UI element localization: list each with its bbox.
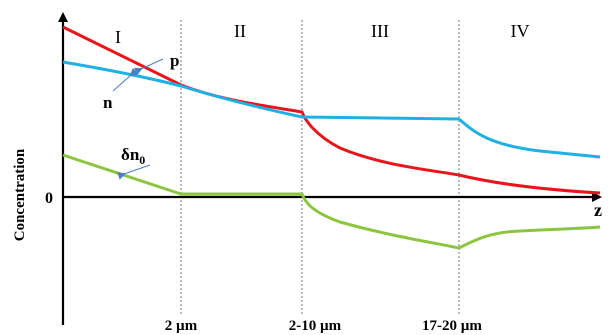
region-label-4: IV <box>511 21 530 41</box>
x-tick-2: 2-10 µm <box>289 318 342 334</box>
label-dn0-sub: 0 <box>139 153 145 167</box>
label-n: n <box>103 93 113 112</box>
region-label-2: II <box>234 21 246 41</box>
x-axis-label: z <box>594 200 602 220</box>
curve-n <box>62 60 601 159</box>
curve-dn0 <box>62 153 601 250</box>
label-dn0-main: δn <box>121 145 140 164</box>
pointer-p <box>133 58 164 76</box>
curve-p <box>62 25 601 195</box>
pointer-n <box>112 68 139 92</box>
region-label-1: I <box>115 27 121 47</box>
region-label-3: III <box>371 21 389 41</box>
y-axis-label: Concentration <box>12 148 28 241</box>
x-tick-1: 2 µm <box>165 318 198 334</box>
origin-label: 0 <box>45 190 53 207</box>
label-dn0: δn0 <box>121 145 145 167</box>
label-p: p <box>170 51 179 70</box>
x-tick-3: 17-20 µm <box>422 318 482 334</box>
pointer-dn0 <box>117 164 151 180</box>
